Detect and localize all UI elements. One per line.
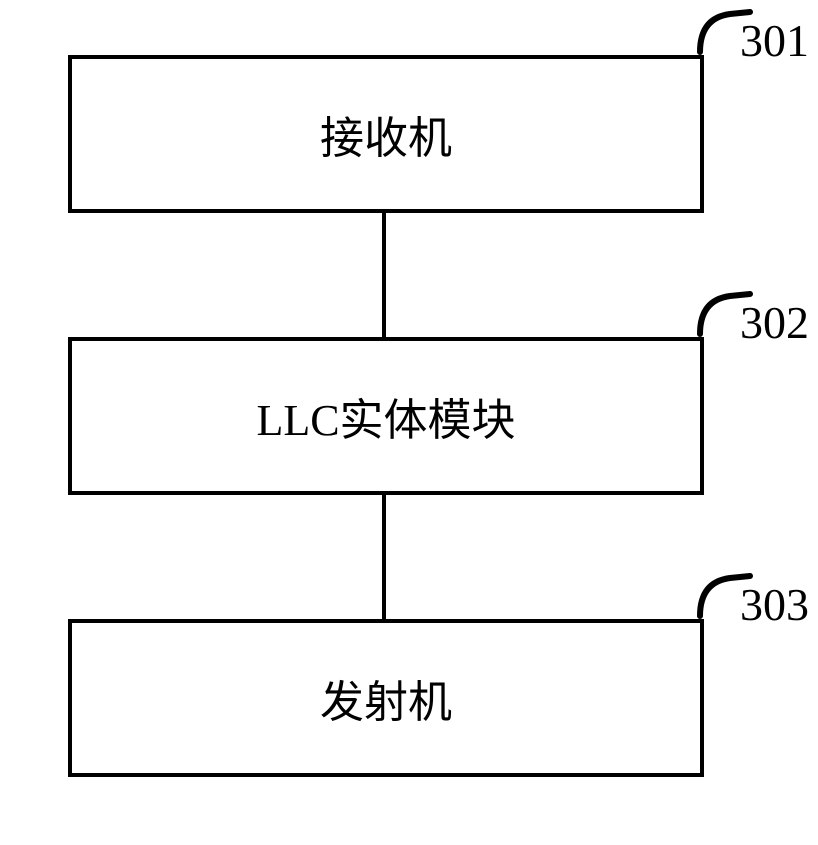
node-transmitter-ref: 303 xyxy=(740,578,809,631)
node-transmitter-label: 发射机 xyxy=(320,666,452,730)
node-receiver: 接收机 xyxy=(68,55,704,213)
edge-302-303 xyxy=(382,495,386,619)
block-diagram: 接收机 301 LLC实体模块 302 发射机 303 xyxy=(0,0,818,845)
edge-301-302 xyxy=(382,213,386,337)
node-llc-entity: LLC实体模块 xyxy=(68,337,704,495)
node-receiver-label: 接收机 xyxy=(320,102,452,166)
node-llc-entity-ref: 302 xyxy=(740,296,809,349)
node-receiver-ref: 301 xyxy=(740,14,809,67)
node-llc-entity-label: LLC实体模块 xyxy=(256,384,515,448)
node-transmitter: 发射机 xyxy=(68,619,704,777)
